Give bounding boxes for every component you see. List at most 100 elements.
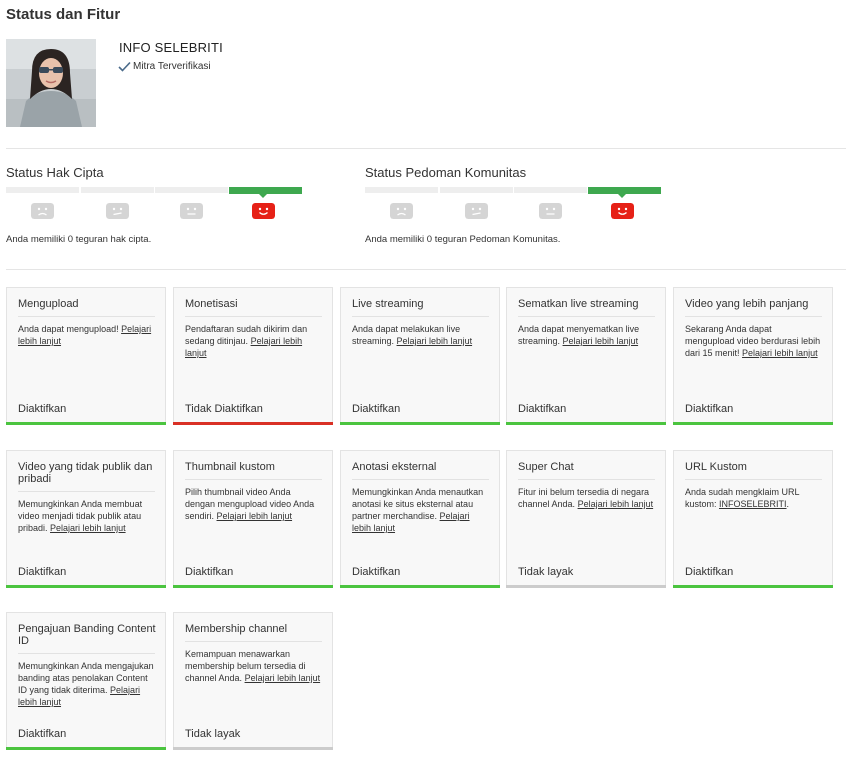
feature-divider bbox=[518, 316, 655, 317]
copyright-status-description: Anda memiliki 0 teguran hak cipta. bbox=[6, 234, 152, 245]
feature-card-custom-thumbnail: Thumbnail kustom Pilih thumbnail video A… bbox=[173, 450, 333, 588]
status-bar bbox=[340, 422, 500, 425]
verified-badge: Mitra Terverifikasi bbox=[118, 61, 211, 72]
feature-status: Tidak Diaktifkan bbox=[185, 403, 263, 415]
custom-url-link[interactable]: INFOSELEBRITI bbox=[719, 499, 787, 509]
feature-title: Pengajuan Banding Content ID bbox=[18, 623, 156, 647]
feature-title: URL Kustom bbox=[685, 461, 747, 473]
status-bar bbox=[173, 747, 333, 750]
avatar[interactable] bbox=[6, 39, 96, 127]
status-bar bbox=[6, 747, 166, 750]
feature-description: Pilih thumbnail video Anda dengan mengup… bbox=[185, 487, 315, 521]
meter-segment bbox=[155, 187, 228, 193]
divider bbox=[6, 269, 846, 270]
learn-more-link[interactable]: Pelajari lebih lanjut bbox=[18, 685, 141, 707]
feature-status: Diaktifkan bbox=[352, 566, 401, 578]
feature-status: Diaktifkan bbox=[685, 566, 734, 578]
copyright-status: Status Hak Cipta Anda memiliki 0 teguran… bbox=[6, 165, 306, 245]
divider bbox=[6, 148, 846, 149]
feature-divider bbox=[352, 316, 489, 317]
learn-more-link[interactable]: Pelajari lebih lanjut bbox=[50, 523, 126, 533]
meter-segment bbox=[440, 187, 513, 193]
status-bar bbox=[173, 585, 333, 588]
feature-status: Tidak layak bbox=[185, 728, 241, 740]
feature-status: Diaktifkan bbox=[18, 728, 67, 740]
feature-description: Anda sudah mengklaim URL kustom: INFOSEL… bbox=[685, 487, 800, 509]
smile-face-icon bbox=[611, 203, 634, 219]
feature-title: Membership channel bbox=[185, 623, 288, 635]
meter-segment bbox=[6, 187, 79, 193]
feature-description: Memungkinkan Anda mengajukan banding ata… bbox=[18, 661, 154, 707]
feature-status: Tidak layak bbox=[518, 566, 574, 578]
learn-more-link[interactable]: Pelajari lebih lanjut bbox=[18, 324, 152, 346]
feature-description: Kemampuan menawarkan membership belum te… bbox=[185, 649, 321, 683]
community-status-title: Status Pedoman Komunitas bbox=[365, 165, 527, 180]
feature-description: Fitur ini belum tersedia di negara chann… bbox=[518, 487, 654, 509]
feature-description: Sekarang Anda dapat mengupload video ber… bbox=[685, 324, 821, 358]
status-bar bbox=[6, 422, 166, 425]
feature-title: Mengupload bbox=[18, 298, 79, 310]
feature-divider bbox=[185, 316, 322, 317]
feature-title: Video yang tidak publik dan pribadi bbox=[18, 461, 153, 485]
feature-card-unlisted-private: Video yang tidak publik dan pribadi Memu… bbox=[6, 450, 166, 588]
feature-card-monetization: Monetisasi Pendaftaran sudah dikirim dan… bbox=[173, 287, 333, 425]
feature-card-content-id-appeal: Pengajuan Banding Content ID Memungkinka… bbox=[6, 612, 166, 750]
feature-title: Video yang lebih panjang bbox=[685, 298, 809, 310]
feature-description: Memungkinkan Anda membuat video menjadi … bbox=[18, 499, 143, 533]
learn-more-link[interactable]: Pelajari lebih lanjut bbox=[396, 336, 473, 346]
feature-title: Thumbnail kustom bbox=[185, 461, 275, 473]
slight-frown-face-icon bbox=[465, 203, 488, 219]
meter-segment bbox=[514, 187, 587, 193]
neutral-face-icon bbox=[180, 203, 203, 219]
status-bar bbox=[506, 422, 666, 425]
community-meter bbox=[365, 187, 663, 198]
status-bar bbox=[506, 585, 666, 588]
feature-title: Live streaming bbox=[352, 298, 424, 310]
channel-name: INFO SELEBRITI bbox=[119, 40, 223, 55]
community-status-description: Anda memiliki 0 teguran Pedoman Komunita… bbox=[365, 234, 561, 245]
feature-status: Diaktifkan bbox=[18, 566, 67, 578]
meter-segment bbox=[365, 187, 438, 193]
learn-more-link[interactable]: Pelajari lebih lanjut bbox=[244, 673, 321, 683]
feature-title: Sematkan live streaming bbox=[518, 298, 639, 310]
frown-face-icon bbox=[31, 203, 54, 219]
feature-card-custom-url: URL Kustom Anda sudah mengklaim URL kust… bbox=[673, 450, 833, 588]
feature-card-channel-membership: Membership channel Kemampuan menawarkan … bbox=[173, 612, 333, 750]
learn-more-link[interactable]: Pelajari lebih lanjut bbox=[742, 348, 818, 358]
feature-divider bbox=[185, 479, 322, 480]
learn-more-link[interactable]: Pelajari lebih lanjut bbox=[216, 511, 293, 521]
feature-title: Monetisasi bbox=[185, 298, 238, 310]
feature-card-external-annotations: Anotasi eksternal Memungkinkan Anda mena… bbox=[340, 450, 500, 588]
meter-segment-active bbox=[229, 187, 302, 198]
status-bar bbox=[6, 585, 166, 588]
copyright-meter bbox=[6, 187, 304, 198]
feature-divider bbox=[685, 479, 822, 480]
feature-card-live-streaming: Live streaming Anda dapat melakukan live… bbox=[340, 287, 500, 425]
feature-divider bbox=[18, 316, 155, 317]
feature-description: Anda dapat menyematkan live streaming. P… bbox=[518, 324, 640, 346]
feature-title: Super Chat bbox=[518, 461, 574, 473]
copyright-status-title: Status Hak Cipta bbox=[6, 165, 104, 180]
learn-more-link[interactable]: Pelajari lebih lanjut bbox=[185, 336, 303, 358]
learn-more-link[interactable]: Pelajari lebih lanjut bbox=[352, 511, 470, 533]
learn-more-link[interactable]: Pelajari lebih lanjut bbox=[577, 499, 654, 509]
feature-card-longer-videos: Video yang lebih panjang Sekarang Anda d… bbox=[673, 287, 833, 425]
verified-label: Mitra Terverifikasi bbox=[133, 61, 211, 72]
community-status: Status Pedoman Komunitas Anda memiliki 0… bbox=[365, 165, 665, 245]
meter-segment-active bbox=[588, 187, 661, 198]
feature-divider bbox=[518, 479, 655, 480]
feature-divider bbox=[18, 653, 155, 654]
neutral-face-icon bbox=[539, 203, 562, 219]
learn-more-link[interactable]: Pelajari lebih lanjut bbox=[562, 336, 639, 346]
feature-divider bbox=[352, 479, 489, 480]
feature-description: Anda dapat melakukan live streaming. Pel… bbox=[352, 324, 473, 346]
feature-status: Diaktifkan bbox=[352, 403, 401, 415]
feature-card-upload: Mengupload Anda dapat mengupload! Pelaja… bbox=[6, 287, 166, 425]
feature-card-embed-live: Sematkan live streaming Anda dapat menye… bbox=[506, 287, 666, 425]
status-bar bbox=[340, 585, 500, 588]
slight-frown-face-icon bbox=[106, 203, 129, 219]
smile-face-icon bbox=[252, 203, 275, 219]
check-icon bbox=[118, 61, 131, 72]
feature-divider bbox=[685, 316, 822, 317]
feature-divider bbox=[185, 641, 322, 642]
